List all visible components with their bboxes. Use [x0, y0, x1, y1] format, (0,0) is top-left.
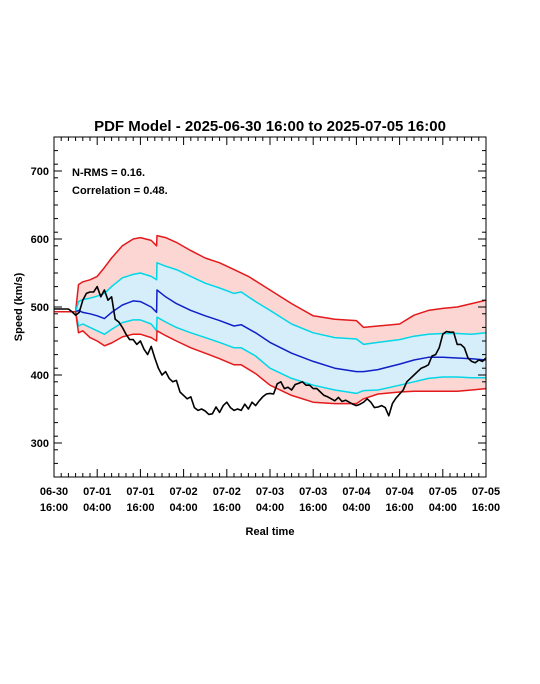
x-tick-label-date: 07-04 [386, 486, 415, 498]
x-tick-label-date: 07-02 [213, 486, 241, 498]
series-line-2 [54, 289, 487, 373]
x-tick-label-date: 07-05 [429, 486, 457, 498]
x-tick-label-time: 04:00 [83, 502, 111, 514]
nrms-annotation: N-RMS = 0.16. [72, 167, 145, 179]
x-axis: 06-30 16:00 07-01 04:00 07-01 16:00 07-02 04:00… [40, 137, 500, 514]
correlation-annotation: Correlation = 0.48. [72, 185, 168, 197]
series-line-1 [54, 262, 487, 346]
x-tick-label-date: 07-02 [170, 486, 198, 498]
series-lines [54, 234, 487, 417]
series-line-5 [54, 285, 487, 417]
y-tick-label: 600 [31, 234, 49, 246]
y-tick-label: 400 [31, 370, 49, 382]
x-tick-label-date: 07-03 [256, 486, 284, 498]
series-line-0 [54, 234, 487, 329]
y-axis-label: Speed (km/s) [13, 272, 25, 341]
x-tick-label-date: 07-01 [126, 486, 154, 498]
y-tick-label: 300 [31, 438, 49, 450]
series-line-3 [54, 311, 486, 395]
x-tick-label-time: 16:00 [386, 502, 414, 514]
series-line-4 [54, 311, 487, 405]
y-tick-label: 700 [31, 166, 49, 178]
x-tick-label-time: 04:00 [256, 502, 284, 514]
x-tick-label-time: 04:00 [170, 502, 198, 514]
x-tick-label-time: 16:00 [213, 502, 241, 514]
x-tick-label-date: 07-05 [472, 486, 500, 498]
x-tick-label-date: 06-30 [40, 486, 68, 498]
y-axis: 300 400 500 600 700 [31, 136, 486, 478]
x-tick-label-time: 16:00 [472, 502, 500, 514]
y-tick-label: 500 [31, 302, 49, 314]
x-tick-label-time: 16:00 [299, 502, 327, 514]
chart-title: PDF Model - 2025-06-30 16:00 to 2025-07-… [94, 118, 446, 135]
x-tick-label-time: 04:00 [342, 502, 370, 514]
x-tick-label-time: 16:00 [126, 502, 154, 514]
uncertainty-bands [54, 235, 486, 404]
x-tick-label-time: 16:00 [40, 502, 68, 514]
x-tick-label-date: 07-04 [342, 486, 371, 498]
x-tick-label-date: 07-01 [83, 486, 111, 498]
x-tick-label-date: 07-03 [299, 486, 327, 498]
inner-band [54, 262, 486, 394]
x-tick-label-time: 04:00 [429, 502, 457, 514]
x-axis-label: Real time [246, 526, 295, 538]
